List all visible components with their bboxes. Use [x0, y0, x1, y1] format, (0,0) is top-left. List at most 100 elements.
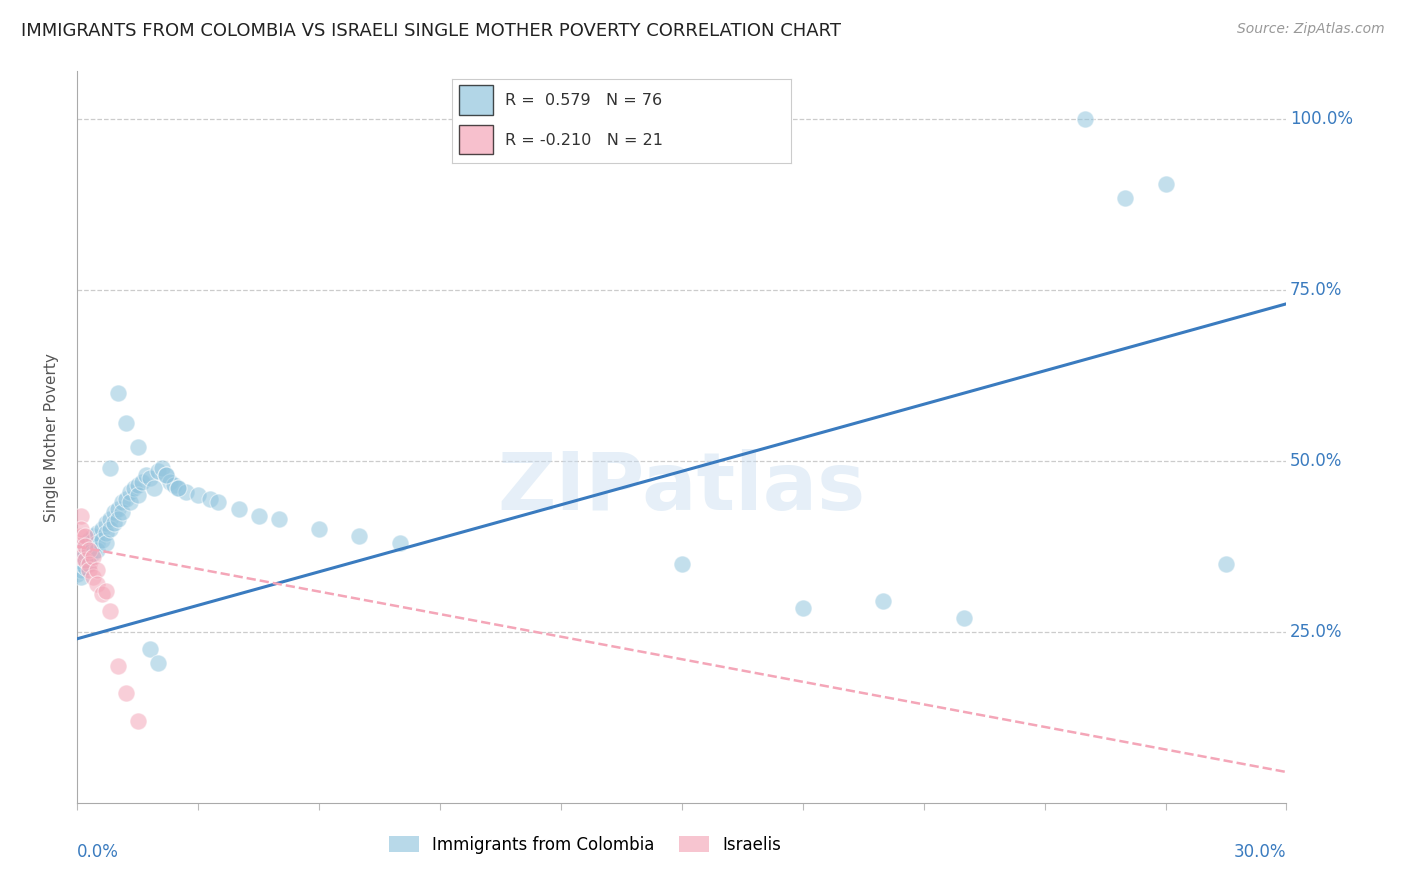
Point — [86, 542, 108, 557]
Point — [107, 385, 129, 400]
Point — [86, 525, 108, 540]
Point — [127, 440, 149, 454]
Point — [90, 522, 112, 536]
Point — [98, 460, 121, 475]
Point — [79, 533, 101, 547]
Legend: Immigrants from Colombia, Israelis: Immigrants from Colombia, Israelis — [382, 829, 789, 860]
Point — [167, 481, 190, 495]
Point — [70, 549, 93, 564]
Text: 100.0%: 100.0% — [1291, 111, 1353, 128]
Point — [114, 491, 136, 506]
Point — [90, 587, 112, 601]
Point — [953, 611, 976, 625]
Point — [131, 475, 153, 489]
Point — [107, 512, 129, 526]
Point — [90, 533, 112, 547]
Text: 0.0%: 0.0% — [77, 843, 120, 861]
Point — [86, 563, 108, 577]
Text: 50.0%: 50.0% — [1291, 452, 1343, 470]
Point — [70, 508, 93, 523]
Text: 30.0%: 30.0% — [1234, 843, 1286, 861]
Point — [146, 656, 169, 670]
Point — [142, 481, 165, 495]
Point — [139, 471, 162, 485]
Point — [1215, 557, 1237, 571]
Point — [70, 557, 93, 571]
Point — [111, 505, 134, 519]
Point — [174, 484, 197, 499]
Point — [200, 491, 222, 506]
Point — [94, 525, 117, 540]
Point — [308, 522, 330, 536]
Point — [98, 512, 121, 526]
Text: IMMIGRANTS FROM COLOMBIA VS ISRAELI SINGLE MOTHER POVERTY CORRELATION CHART: IMMIGRANTS FROM COLOMBIA VS ISRAELI SING… — [21, 22, 841, 40]
Point — [82, 546, 104, 560]
Point — [79, 542, 101, 557]
Point — [228, 501, 250, 516]
Point — [103, 516, 125, 530]
Point — [82, 549, 104, 564]
Point — [94, 583, 117, 598]
Point — [75, 536, 97, 550]
Point — [155, 467, 177, 482]
Point — [247, 508, 270, 523]
Point — [1114, 191, 1136, 205]
Point — [207, 495, 229, 509]
Point — [118, 495, 141, 509]
Point — [75, 553, 97, 567]
Point — [187, 488, 209, 502]
Point — [98, 604, 121, 618]
Point — [82, 529, 104, 543]
Point — [146, 464, 169, 478]
Text: Source: ZipAtlas.com: Source: ZipAtlas.com — [1237, 22, 1385, 37]
Point — [267, 512, 290, 526]
Point — [75, 560, 97, 574]
Point — [1154, 177, 1177, 191]
Point — [66, 536, 89, 550]
Point — [75, 553, 97, 567]
Point — [79, 557, 101, 571]
Point — [79, 563, 101, 577]
Point — [127, 488, 149, 502]
Point — [66, 566, 89, 581]
Point — [86, 536, 108, 550]
Point — [388, 536, 411, 550]
Point — [155, 467, 177, 482]
Point — [103, 505, 125, 519]
Point — [150, 460, 173, 475]
Text: ZIPatlas: ZIPatlas — [498, 450, 866, 527]
Point — [163, 478, 186, 492]
Point — [1074, 112, 1097, 127]
Point — [70, 529, 93, 543]
Point — [114, 686, 136, 700]
Point — [111, 495, 134, 509]
Point — [75, 529, 97, 543]
Y-axis label: Single Mother Poverty: Single Mother Poverty — [44, 352, 59, 522]
Point — [98, 522, 121, 536]
Point — [159, 475, 181, 489]
Point — [107, 501, 129, 516]
Point — [118, 484, 141, 499]
Text: 25.0%: 25.0% — [1291, 623, 1343, 641]
Point — [86, 577, 108, 591]
Point — [79, 557, 101, 571]
Point — [94, 516, 117, 530]
Point — [349, 529, 371, 543]
Point — [70, 563, 93, 577]
Point — [70, 522, 93, 536]
Point — [75, 540, 97, 554]
Point — [114, 417, 136, 431]
Point — [792, 601, 814, 615]
Point — [70, 549, 93, 564]
Point — [70, 570, 93, 584]
Text: 75.0%: 75.0% — [1291, 281, 1343, 299]
Point — [79, 549, 101, 564]
Point — [167, 481, 190, 495]
Point — [79, 542, 101, 557]
Point — [82, 570, 104, 584]
Point — [671, 557, 693, 571]
Point — [70, 542, 93, 557]
Point — [75, 540, 97, 554]
Point — [127, 478, 149, 492]
Point — [94, 536, 117, 550]
